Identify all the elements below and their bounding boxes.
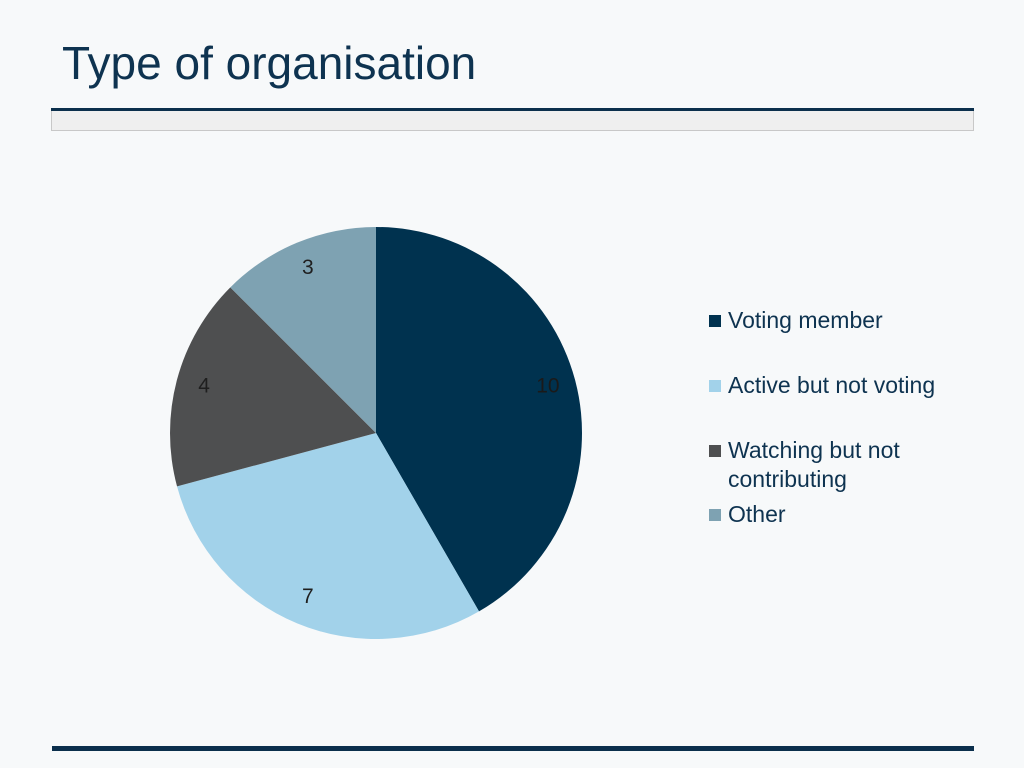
pie-data-label-4: 3 bbox=[302, 256, 314, 279]
legend-item-2: Active but not voting bbox=[709, 371, 999, 400]
pie-slice-2 bbox=[177, 433, 479, 639]
legend-label: Other bbox=[728, 501, 786, 527]
legend-label: Active but not voting bbox=[728, 372, 936, 398]
pie-data-label-1: 10 bbox=[536, 374, 559, 397]
legend-label: Voting member bbox=[728, 307, 883, 333]
chart-legend: Voting member Active but not voting Watchi… bbox=[709, 306, 999, 529]
pie-slice-1 bbox=[376, 227, 583, 612]
legend-swatch bbox=[709, 445, 721, 457]
legend-item-4: Other bbox=[709, 500, 999, 529]
slide-title: Type of organisation bbox=[62, 37, 477, 89]
title-band bbox=[51, 111, 974, 131]
legend-label: Watching but not contributing bbox=[728, 437, 900, 492]
legend-swatch bbox=[709, 315, 721, 327]
pie-data-label-2: 7 bbox=[302, 585, 314, 608]
pie-slice-4 bbox=[230, 227, 376, 433]
legend-item-1: Voting member bbox=[709, 306, 999, 335]
pie-slice-3 bbox=[170, 287, 376, 487]
legend-swatch bbox=[709, 509, 721, 521]
title-divider bbox=[51, 108, 974, 111]
pie-data-label-3: 4 bbox=[198, 374, 210, 397]
legend-item-3: Watching but not contributing bbox=[709, 436, 999, 494]
legend-swatch bbox=[709, 380, 721, 392]
footer-divider bbox=[52, 746, 974, 751]
